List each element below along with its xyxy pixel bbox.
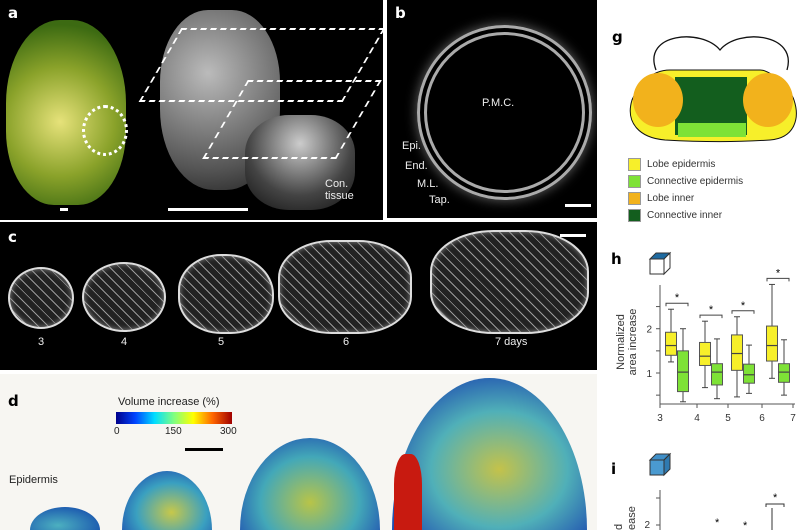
x-tick-label: 7 <box>790 413 796 424</box>
legend-label: Connective epidermis <box>647 176 744 187</box>
box <box>711 363 723 386</box>
panel-d: d Volume increase (%) 0 150 300 Epidermi… <box>0 374 597 530</box>
significance-star: * <box>715 517 720 529</box>
volume-heatmap-anther <box>30 507 100 530</box>
box <box>766 325 778 362</box>
x-tick-label: 3 <box>657 413 663 424</box>
anther-highlight-circle <box>82 105 128 156</box>
colorbar <box>116 412 232 424</box>
anther-stage-image <box>178 254 274 334</box>
stage-label: 7 days <box>495 336 528 348</box>
scale-bar <box>185 448 223 451</box>
significance-bracket <box>766 277 790 282</box>
x-tick-label: 5 <box>725 413 731 424</box>
significance-star: * <box>743 520 748 530</box>
legend-swatch <box>628 175 641 188</box>
boxplot-volume-increase-partial: 2 d ease * * * <box>613 490 785 530</box>
panel-label-d: d <box>8 392 19 410</box>
box <box>731 334 743 371</box>
ylabel-fragment: d <box>613 524 625 530</box>
colorbar-tick: 150 <box>165 426 182 437</box>
legend-label: Lobe inner <box>647 193 695 204</box>
volume-heatmap-anther <box>240 438 380 530</box>
tissue-label: tissue <box>325 190 354 202</box>
panel-b: b P.M.C. Epi. End. M.L. Tap. <box>387 0 597 218</box>
legend-item: Lobe inner <box>628 192 694 205</box>
panel-label-c: c <box>8 228 17 246</box>
panel-c: c 3 4 5 6 7 days <box>0 222 597 370</box>
cube-top-face-icon <box>648 251 672 276</box>
anther-region-schematic <box>629 36 799 142</box>
significance-star: * <box>776 267 781 279</box>
y-axis-label: area increase <box>627 309 639 376</box>
significance-bracket <box>731 310 755 314</box>
panel-label-g: g <box>612 28 623 46</box>
box <box>743 363 755 384</box>
cube-solid-icon <box>648 452 672 477</box>
panel-label-h: h <box>611 250 622 268</box>
scale-bar <box>565 204 591 207</box>
x-axis-label: Days <box>715 429 741 430</box>
stage-label: 5 <box>218 336 225 348</box>
panel-label-b: b <box>395 4 406 22</box>
colorbar-title: Volume increase (%) <box>118 396 220 408</box>
legend-item: Connective epidermis <box>628 175 743 188</box>
tap-label: Tap. <box>429 194 450 206</box>
stage-label: 3 <box>38 336 45 348</box>
significance-bracket <box>699 314 723 319</box>
con-label: Con. <box>325 178 349 190</box>
legend-item: Lobe epidermis <box>628 158 715 171</box>
box <box>778 363 790 383</box>
legend-swatch <box>628 192 641 205</box>
panel-label-a: a <box>8 4 19 22</box>
colorbar-tick: 300 <box>220 426 237 437</box>
epi-label: Epi. <box>402 140 421 152</box>
anther-cross-section-image <box>417 25 592 200</box>
legend-label: Lobe epidermis <box>647 159 716 170</box>
ml-label: M.L. <box>417 178 439 190</box>
box <box>677 350 689 393</box>
y-tick-label: 2 <box>646 325 652 336</box>
scale-bar <box>560 234 586 237</box>
significance-bracket <box>665 302 689 307</box>
y-axis-label: Normalized <box>615 314 627 370</box>
volume-heatmap-anther <box>122 471 212 530</box>
significance-star: * <box>675 292 680 304</box>
con-tissue-label: Con. tissue <box>325 178 354 202</box>
high-growth-region <box>394 454 422 530</box>
panel-a: a Con. tissue <box>0 0 383 220</box>
legend-item: Connective inner <box>628 209 722 222</box>
end-label: End. <box>405 160 428 172</box>
legend-swatch <box>628 209 641 222</box>
panel-label-i: i <box>611 460 617 478</box>
box <box>665 331 677 356</box>
anther-stage-image <box>82 262 166 332</box>
legend-label: Connective inner <box>647 210 723 221</box>
box <box>699 341 711 366</box>
ylabel-fragment: ease <box>626 506 638 530</box>
pmc-label: P.M.C. <box>482 97 515 109</box>
significance-star: * <box>773 492 778 504</box>
x-tick-label: 4 <box>694 413 700 424</box>
colorbar-tick: 0 <box>114 426 120 437</box>
scale-bar <box>60 208 68 211</box>
anther-stage-image <box>430 230 589 334</box>
significance-star: * <box>741 300 746 312</box>
scale-bar <box>168 208 248 211</box>
epidermis-label: Epidermis <box>9 474 58 486</box>
y-tick-label: 2 <box>644 520 650 530</box>
stage-label: 4 <box>121 336 128 348</box>
significance-star: * <box>709 304 714 316</box>
anther-stage-image <box>278 240 412 334</box>
anther-section-image <box>245 115 355 210</box>
stage-label: 6 <box>343 336 350 348</box>
x-tick-label: 6 <box>759 413 765 424</box>
anther-stage-image <box>8 267 74 329</box>
legend-swatch <box>628 158 641 171</box>
y-tick-label: 1 <box>646 369 652 380</box>
